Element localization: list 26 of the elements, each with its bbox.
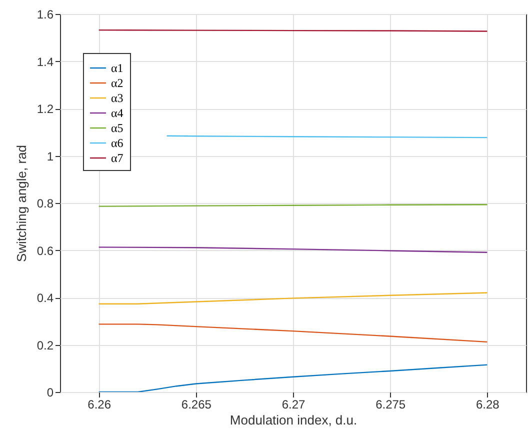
x-tick-label: 6.27 xyxy=(282,398,306,412)
legend-label: α3 xyxy=(111,91,124,105)
legend-label: α6 xyxy=(111,136,124,150)
line-series xyxy=(98,292,488,304)
y-tick-label: 1.6 xyxy=(36,8,54,22)
line-series xyxy=(98,364,488,392)
y-tick-label: 1.2 xyxy=(36,102,54,116)
x-tick-label: 6.26 xyxy=(88,398,112,412)
legend-label: α2 xyxy=(111,76,124,90)
legend-label: α7 xyxy=(111,151,124,165)
line-series xyxy=(98,324,488,343)
y-tick-label: 0.8 xyxy=(36,196,54,210)
x-tick-label: 6.265 xyxy=(181,398,212,412)
y-tick-label: 0.4 xyxy=(36,291,54,305)
x-tick-label: 6.275 xyxy=(376,398,406,412)
legend-label: α5 xyxy=(111,121,124,135)
y-tick-label: 1.4 xyxy=(36,54,54,69)
y-tick-label: 0.2 xyxy=(36,338,54,352)
legend-label: α4 xyxy=(111,106,124,120)
y-axis-title: Switching angle, rad xyxy=(14,144,29,262)
y-tick-label: 0.6 xyxy=(36,244,54,258)
x-axis-title: Modulation index, d.u. xyxy=(230,412,358,428)
y-tick-label: 0 xyxy=(46,386,54,400)
y-tick-label: 1 xyxy=(46,149,54,164)
legend-label: α1 xyxy=(111,61,124,75)
x-tick-label: 6.28 xyxy=(476,398,500,412)
